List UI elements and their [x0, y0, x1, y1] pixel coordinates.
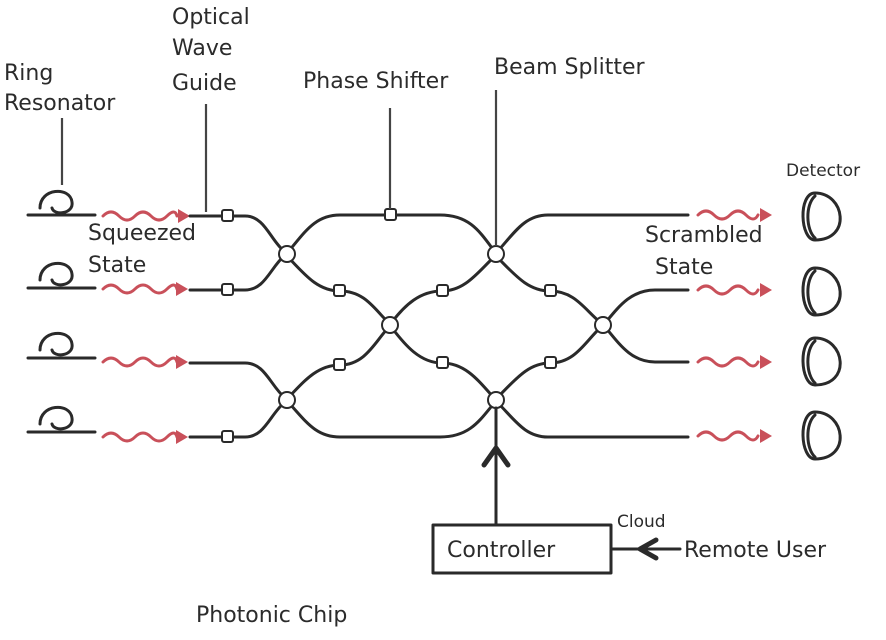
- output-wave-4: [696, 430, 760, 442]
- ring-resonators: [26, 189, 97, 434]
- input-wave-2: [101, 283, 179, 295]
- phase-shifter: [221, 430, 234, 443]
- detectors: [801, 191, 842, 461]
- waveguide-mesh: [188, 213, 690, 439]
- phase-shifter: [384, 208, 397, 221]
- beam-splitter-label: Beam Splitter: [494, 55, 645, 80]
- phase-shifter: [544, 356, 557, 369]
- detector-icon: [801, 191, 842, 242]
- phase-shifter: [333, 284, 346, 297]
- phase-shifter: [544, 284, 557, 297]
- phase-shifter: [221, 209, 234, 222]
- detector-icon: [801, 266, 842, 317]
- phase-shifter: [436, 284, 449, 297]
- remote-user-label: Remote User: [684, 538, 827, 563]
- beam-splitter-1: [278, 245, 296, 263]
- phase-shifter: [221, 283, 234, 296]
- input-waves: [101, 209, 190, 444]
- controller-box: [431, 523, 613, 575]
- beam-splitter-4: [487, 245, 505, 263]
- label-leaders: [60, 90, 498, 246]
- beam-splitter-2: [278, 391, 296, 409]
- input-wave-4: [101, 431, 179, 443]
- output-wave-3: [696, 356, 760, 368]
- squeezed-state-label: Squeezed State: [88, 221, 203, 278]
- beam-splitter-6: [594, 316, 612, 334]
- scrambled-state-label: Scrambled State: [645, 223, 770, 280]
- ring-resonator-3: [26, 331, 97, 360]
- output-wave-1: [696, 209, 760, 221]
- phase-shifter: [333, 358, 346, 371]
- optical-wave-guide-label: Optical Wave Guide: [172, 5, 257, 96]
- controller-label: Controller: [447, 538, 556, 563]
- output-wave-2: [696, 284, 760, 296]
- detector-icon: [801, 336, 842, 387]
- beam-splitter-5: [487, 391, 505, 409]
- ring-resonator-label: Ring Resonator: [4, 61, 116, 116]
- controller-link: [431, 406, 682, 575]
- beam-splitters: [278, 245, 612, 409]
- detector-icon: [801, 410, 842, 461]
- output-waves: [696, 208, 772, 443]
- ring-resonator-4: [26, 405, 97, 434]
- cloud-label: Cloud: [617, 512, 666, 532]
- ring-resonator-1: [26, 189, 97, 217]
- phase-shifter-label: Phase Shifter: [303, 69, 449, 94]
- input-wave-3: [101, 356, 179, 368]
- phase-shifters: [221, 208, 557, 443]
- phase-shifter: [436, 356, 449, 369]
- beam-splitter-3: [381, 316, 399, 334]
- input-wave-1: [101, 210, 179, 222]
- ring-resonator-2: [26, 261, 97, 290]
- photonic-chip-label: Photonic Chip: [196, 603, 347, 628]
- detector-label: Detector: [786, 161, 860, 181]
